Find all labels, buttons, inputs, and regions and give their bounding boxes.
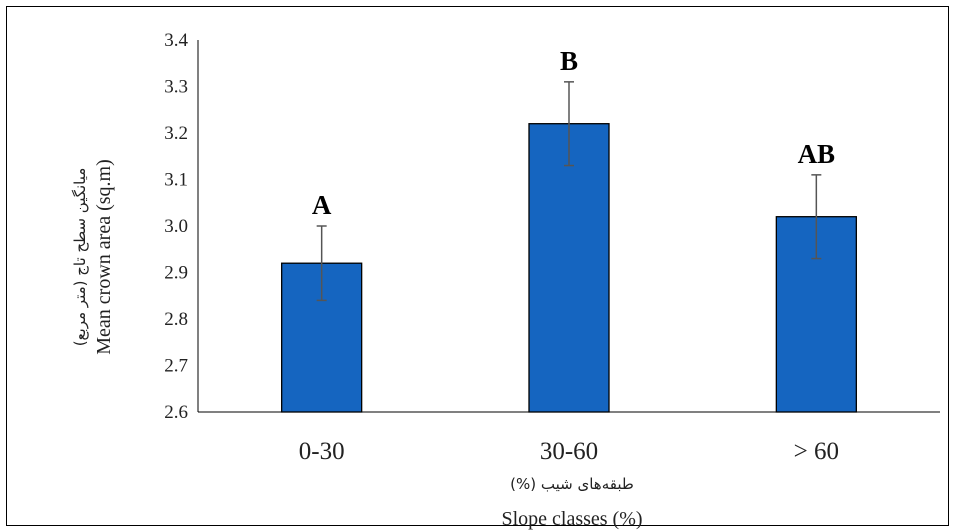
significance-label: B [560,46,578,76]
x-axis-label: Slope classes (%) [501,508,642,530]
y-tick-label: 2.6 [164,402,188,423]
bar [528,123,610,413]
y-axis-label: Mean crown area (sq.m) [93,159,115,354]
significance-label: AB [798,139,836,169]
y-tick-label: 3.4 [164,30,188,51]
y-tick-label: 3.0 [164,216,188,237]
x-tick-label: 30-60 [540,438,598,465]
significance-label: A [312,190,332,220]
y-axis-label-persian: میانگین سطح تاج (متر مربع) [71,168,90,347]
y-tick-label: 2.8 [164,309,188,330]
y-tick-label: 3.1 [164,170,188,191]
y-tick-labels-group: 2.6 2.7 2.8 2.9 3.0 3.1 3.2 3.3 3.4 [164,30,188,423]
x-tick-label: 0-30 [299,438,345,465]
y-tick-label: 3.2 [164,123,188,144]
x-axis-label-persian: طبقه‌های شیب (%) [510,475,634,493]
x-tick-label: > 60 [794,438,839,465]
x-tick-labels-group: 0-30 30-60 > 60 [299,438,839,465]
error-bars-group [316,81,822,302]
bars-group [281,123,857,413]
y-tick-label: 2.7 [164,356,188,377]
y-tick-label: 3.3 [164,77,188,98]
y-tick-label: 2.9 [164,263,188,284]
